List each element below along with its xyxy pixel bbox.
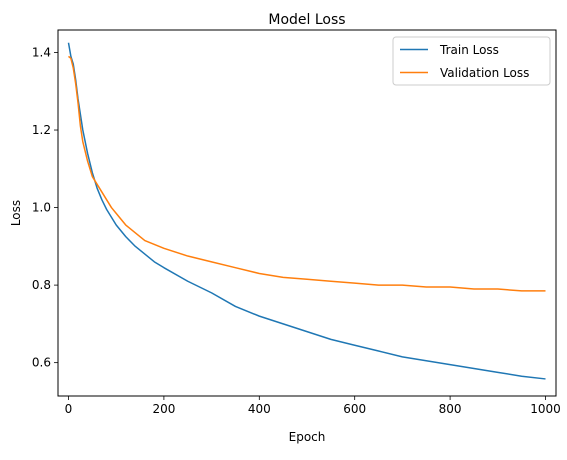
legend-box: [392, 36, 551, 86]
x-axis-ticks: 0 200 400 600 800 1000: [65, 396, 561, 416]
x-tick-label: 400: [248, 402, 271, 416]
series-layer: [67, 42, 546, 380]
y-tick-label: 1.2: [32, 123, 51, 137]
chart-title: Model Loss: [268, 12, 345, 28]
x-axis-label: Epoch: [289, 430, 326, 444]
series-line-validation-loss: [68, 55, 546, 292]
y-tick-label: 0.8: [32, 278, 51, 292]
x-tick-label: 1000: [530, 402, 561, 416]
x-tick-label: 800: [439, 402, 462, 416]
x-tick-label: 0: [65, 402, 73, 416]
y-axis-ticks: 0.6 0.8 1.0 1.2 1.4: [32, 45, 58, 370]
y-tick-label: 0.6: [32, 356, 51, 370]
x-tick-label: 200: [152, 402, 175, 416]
legend-label-validation: Validation Loss: [440, 66, 529, 80]
legend: Train Loss Validation Loss: [392, 36, 551, 86]
series-line-train-loss: [67, 42, 546, 380]
x-tick-label: 600: [343, 402, 366, 416]
y-axis-label: Loss: [9, 200, 23, 226]
plot-frame: [57, 29, 557, 397]
legend-label-train: Train Loss: [439, 43, 499, 57]
y-tick-label: 1.0: [32, 201, 51, 215]
y-tick-label: 1.4: [32, 45, 51, 59]
